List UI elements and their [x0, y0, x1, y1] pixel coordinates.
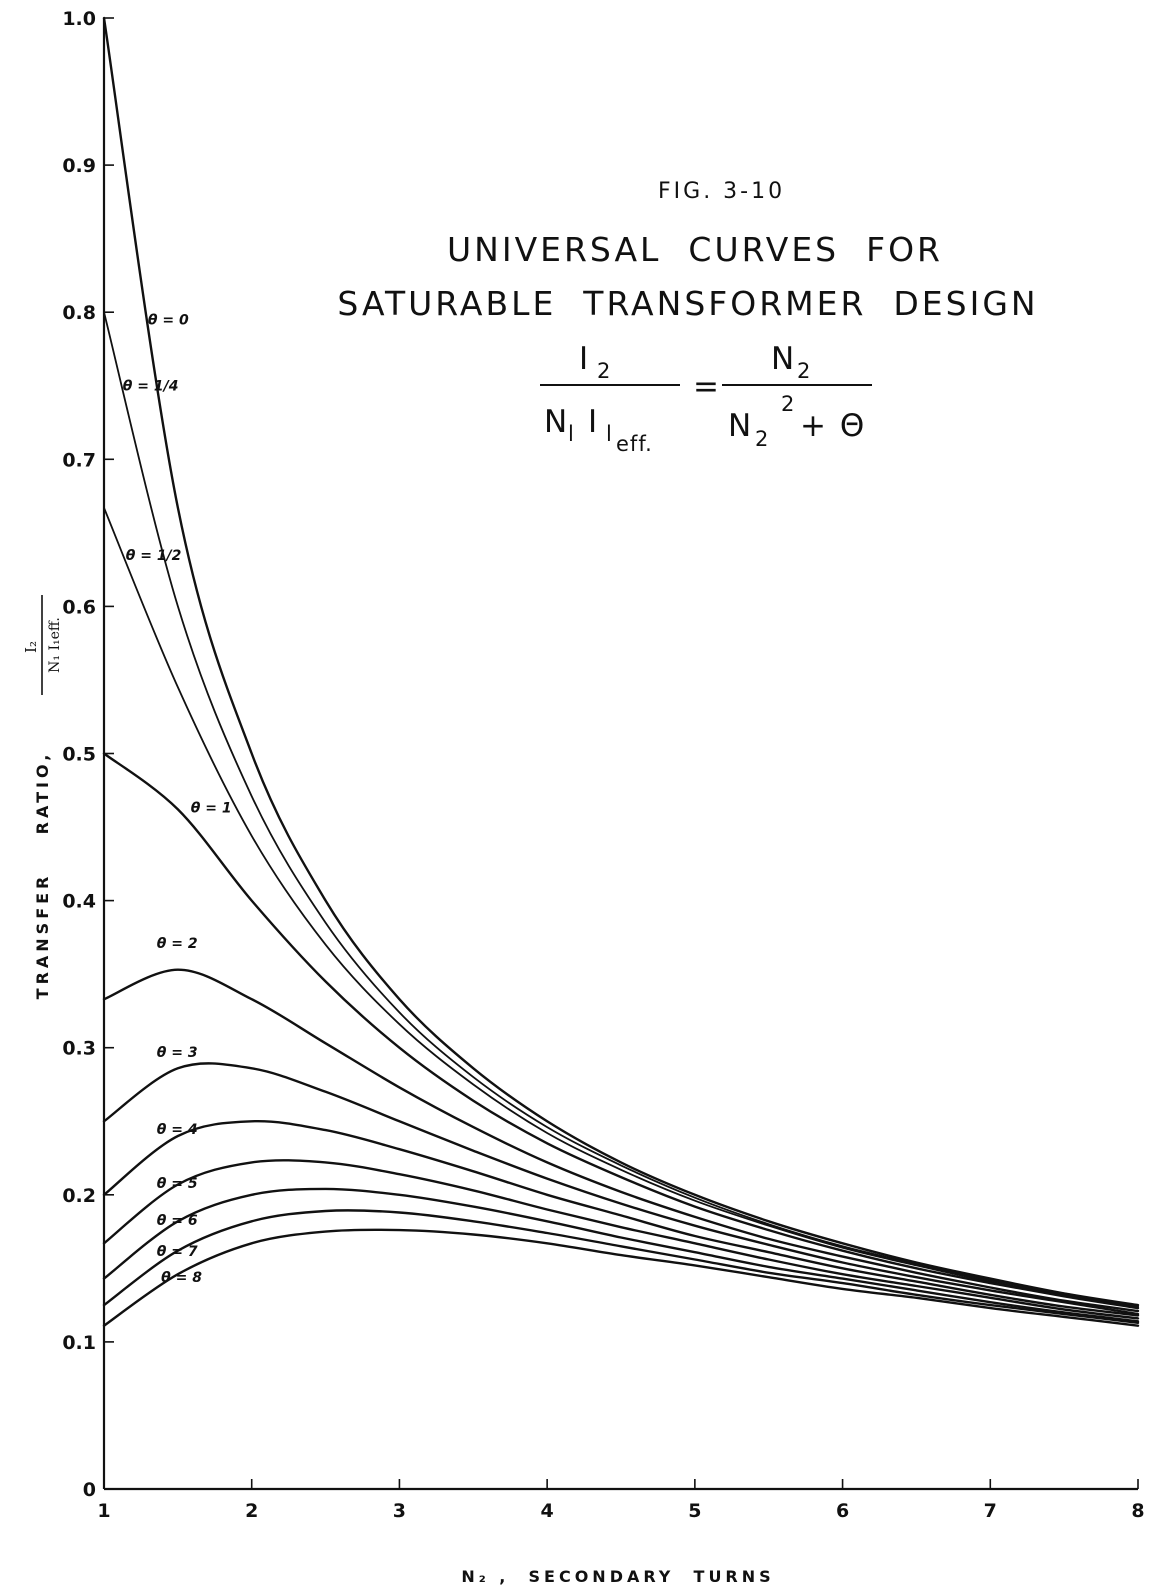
x-tick-label-1: 2	[245, 1500, 258, 1522]
x-tick-label-6: 7	[984, 1500, 997, 1522]
curve-labels: θ = 0 θ = 1/4 θ = 1/2 θ = 1 θ = 2 θ = 3 θ = 4 θ…	[123, 313, 232, 1286]
formula-lhs-denominator-sub: l	[568, 422, 575, 446]
series-line-theta-0_25	[103, 311, 1139, 1308]
y-tick-label-9: 0.9	[62, 155, 96, 177]
formula-lhs-denominator-2-sub: l	[606, 422, 613, 446]
series-line-theta-7	[102, 1209, 1140, 1324]
formula-rhs-numerator: N	[771, 341, 796, 377]
figure-number: FIG. 3-10	[658, 179, 785, 204]
x-tick-label-7: 8	[1131, 1500, 1144, 1522]
x-tick-label-3: 4	[541, 1500, 554, 1522]
formula-lhs-denominator-2-subsub: eff.	[616, 432, 653, 456]
x-tick-label-5: 6	[836, 1500, 849, 1522]
curve-label-theta-4: θ = 4	[157, 1122, 198, 1138]
y-tick-label-7: 0.7	[62, 449, 96, 471]
curve-label-theta-3: θ = 3	[157, 1045, 198, 1061]
series-line-theta-8	[102, 1228, 1140, 1327]
series-line-theta-6	[102, 1187, 1140, 1323]
y-tick-label-6: 0.6	[62, 596, 96, 618]
formula-rhs-denominator-sup: 2	[781, 392, 795, 416]
formula-lhs-denominator: N	[544, 404, 569, 440]
curve-label-theta-8: θ = 8	[161, 1270, 202, 1286]
formula-rhs-numerator-sub: 2	[797, 359, 811, 383]
x-axis-title: N₂ , SECONDARY TURNS	[461, 1567, 774, 1586]
y-axis-title-group: TRANSFER RATIO, I₂ N₁ I₁eff.	[22, 595, 63, 999]
series-line-theta-5	[102, 1159, 1140, 1320]
series-line-theta-0	[102, 16, 1140, 1307]
formula-rhs-denominator-sub: 2	[755, 427, 769, 451]
y-tick-label-8: 0.8	[62, 302, 96, 324]
y-tick-label-1: 0.1	[62, 1332, 96, 1354]
formula-lhs-numerator-sub: 2	[597, 359, 611, 383]
formula-lhs-numerator: I	[579, 341, 590, 377]
y-tick-label-5: 0.5	[62, 744, 96, 766]
curve-label-theta-1: θ = 1	[191, 801, 232, 817]
y-tick-label-2: 0.2	[62, 1185, 96, 1207]
curve-label-theta-6: θ = 6	[157, 1213, 198, 1229]
formula-rhs-denominator: N	[728, 408, 753, 444]
series-line-theta-2	[102, 968, 1140, 1313]
curve-label-theta-0_25: θ = 1/4	[123, 379, 179, 395]
curve-label-theta-5: θ = 5	[157, 1176, 198, 1192]
x-tick-label-2: 3	[393, 1500, 406, 1522]
series-line-theta-4	[102, 1119, 1140, 1317]
curve-label-theta-0_5: θ = 1/2	[126, 548, 182, 564]
series-line-theta-0_5	[103, 506, 1139, 1308]
y-tick-label-3: 0.3	[62, 1038, 96, 1060]
y-tick-label-0: 0	[83, 1479, 96, 1501]
y-tick-label-4: 0.4	[62, 891, 96, 913]
tick-marks: 1 2 3 4 5 6 7 8 0 0.1 0.2 0.3 0.4 0.5 0.6 0.7 0.8 0.9 1.0	[62, 8, 1144, 1522]
formula-lhs-denominator-2: I	[588, 404, 599, 440]
chart-title-line1: UNIVERSAL CURVES FOR	[447, 230, 943, 269]
x-tick-label-0: 1	[97, 1500, 110, 1522]
curve-label-theta-7: θ = 7	[157, 1244, 198, 1260]
formula-rhs-denominator-tail: + Θ	[800, 408, 866, 444]
y-tick-label-10: 1.0	[62, 8, 96, 30]
curve-label-theta-0: θ = 0	[148, 313, 189, 329]
x-tick-label-4: 5	[688, 1500, 701, 1522]
formula: I 2 N l I l eff. = N 2 N 2 2 + Θ	[540, 341, 872, 456]
y-axis-title: TRANSFER RATIO,	[33, 751, 52, 1000]
y-axis-fraction-numerator: I₂	[22, 641, 40, 653]
curves	[102, 16, 1140, 1327]
series-line-theta-1	[102, 752, 1140, 1310]
curve-label-theta-2: θ = 2	[157, 936, 198, 952]
chart-title-line2: SATURABLE TRANSFORMER DESIGN	[337, 284, 1038, 323]
formula-equals: =	[693, 369, 721, 405]
series-line-theta-3	[102, 1062, 1140, 1316]
y-axis-fraction-denominator: N₁ I₁eff.	[47, 617, 63, 673]
